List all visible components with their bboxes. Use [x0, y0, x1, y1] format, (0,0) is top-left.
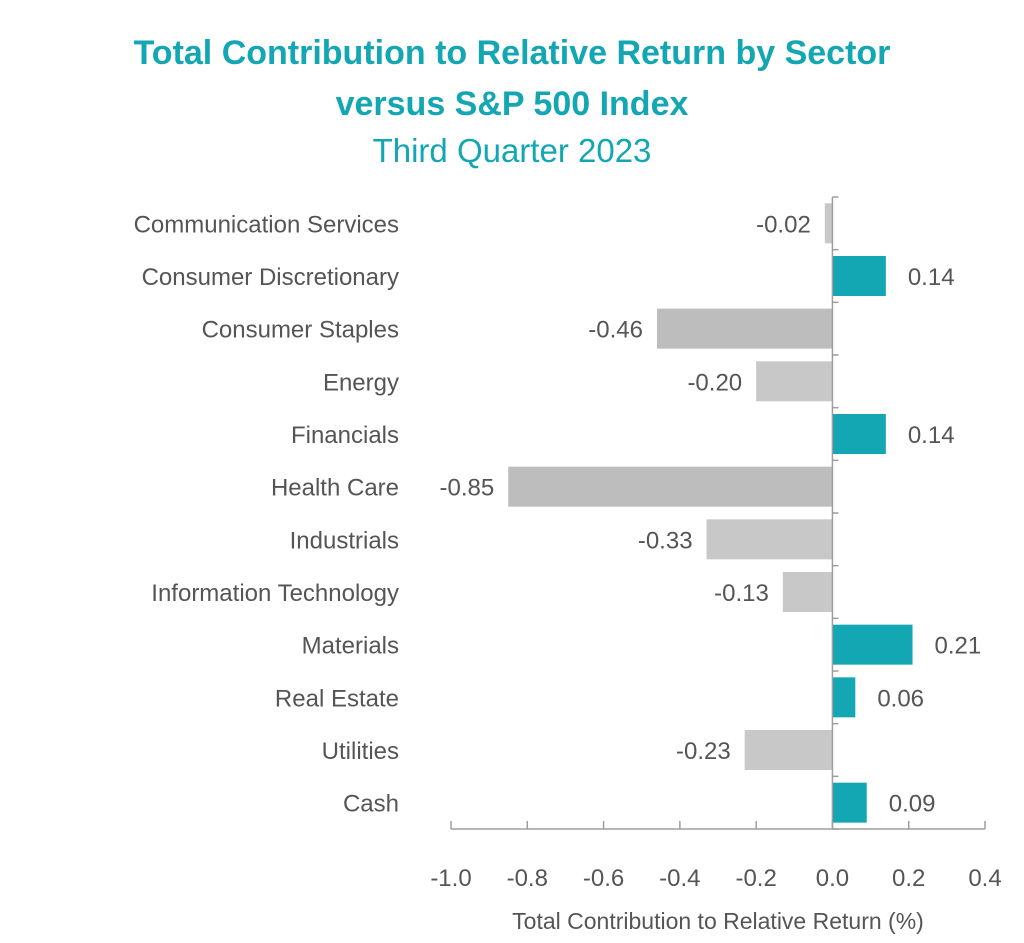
x-tick-label: -0.6: [583, 865, 624, 892]
category-label: Utilities: [322, 738, 399, 765]
category-label: Information Technology: [151, 580, 399, 607]
x-tick-label: 0.2: [892, 865, 925, 892]
value-label: -0.46: [588, 317, 643, 344]
x-tick-label: -1.0: [430, 865, 471, 892]
chart-subtitle: Third Quarter 2023: [372, 132, 652, 169]
bar-utilities: [744, 730, 833, 770]
x-axis-title: Total Contribution to Relative Return (%…: [512, 908, 924, 934]
bar-cash: [832, 782, 867, 823]
bar-industrials: [706, 519, 833, 560]
x-tick-label: -0.4: [659, 865, 700, 892]
value-label: -0.85: [440, 475, 495, 502]
bar-consumer-staples: [656, 308, 833, 349]
bar-communication-services: [824, 203, 833, 244]
category-label: Financials: [291, 422, 399, 449]
x-tick-label: -0.2: [735, 865, 776, 892]
category-label: Consumer Staples: [202, 317, 399, 344]
category-label: Consumer Discretionary: [142, 264, 399, 291]
category-label: Energy: [323, 369, 399, 396]
value-label: 0.06: [877, 685, 924, 712]
category-label: Cash: [343, 791, 399, 818]
value-label: -0.23: [676, 738, 731, 765]
value-label: -0.02: [756, 211, 811, 238]
axis-layer: [450, 196, 986, 830]
x-tick-label: 0.4: [968, 865, 1001, 892]
category-label: Communication Services: [134, 211, 399, 238]
value-label: 0.14: [908, 422, 955, 449]
x-tick-label: 0.0: [816, 865, 849, 892]
category-label: Materials: [302, 633, 399, 660]
category-label: Real Estate: [275, 685, 399, 712]
bar-energy: [756, 361, 833, 402]
chart-title: Total Contribution to Relative Return by…: [133, 34, 891, 72]
labels-layer: Communication Services -0.02 Consumer Disc…: [134, 211, 1002, 892]
value-label: -0.20: [687, 369, 742, 396]
bars-layer: [508, 203, 913, 823]
chart-title-line-2: versus S&P 500 Index: [335, 85, 689, 123]
bar-information-technology: [782, 572, 833, 612]
bar-real-estate: [832, 677, 856, 718]
bar-consumer-discretionary: [832, 256, 886, 296]
value-label: 0.14: [908, 264, 955, 291]
bar-materials: [832, 624, 913, 665]
x-tick-label: -0.8: [507, 865, 548, 892]
bar-financials: [832, 414, 886, 454]
value-label: 0.09: [889, 791, 936, 818]
value-label: -0.13: [714, 580, 769, 607]
value-label: -0.33: [638, 527, 693, 554]
value-label: 0.21: [935, 633, 982, 660]
bar-health-care: [508, 466, 833, 507]
category-label: Industrials: [290, 527, 399, 554]
category-label: Health Care: [271, 475, 399, 502]
